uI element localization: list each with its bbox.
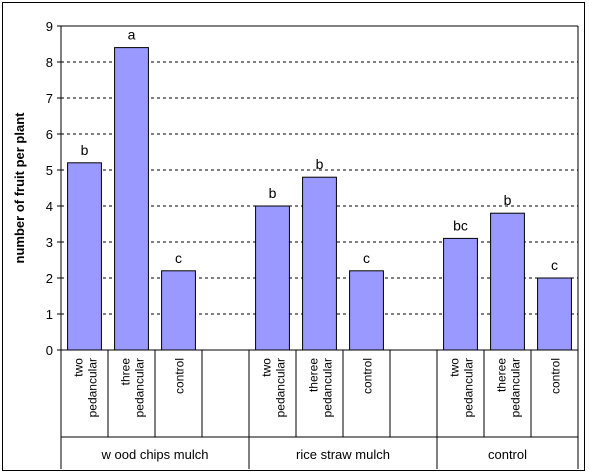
group-label: rice straw mulch (296, 447, 390, 462)
bar (490, 212, 525, 351)
y-tick-label: 6 (46, 127, 53, 142)
significance-letter: a (128, 27, 136, 43)
bar (114, 47, 149, 351)
y-tick-label: 3 (46, 235, 53, 250)
significance-letter: bc (453, 217, 468, 233)
bar (161, 270, 196, 351)
significance-letter: c (551, 257, 558, 273)
bar (537, 277, 572, 351)
significance-letter: c (175, 250, 182, 266)
group-label: w ood chips mulch (101, 447, 209, 462)
bar (67, 162, 102, 351)
category-label: pedancular (86, 358, 100, 417)
category-label: pedancular (462, 358, 476, 417)
y-tick-label: 5 (46, 163, 53, 178)
group-label: control (488, 447, 527, 462)
bars (67, 47, 572, 351)
significance-letter: b (269, 185, 277, 201)
category-label: pedancular (274, 358, 288, 417)
category-label: control (549, 358, 563, 394)
y-tick-label: 9 (46, 19, 53, 34)
category-label: control (361, 358, 375, 394)
y-tick-label: 4 (46, 199, 53, 214)
significance-letter: b (504, 192, 512, 208)
category-label: pedancular (509, 358, 523, 417)
bar (302, 176, 337, 351)
category-label: pedancular (133, 358, 147, 417)
y-tick-label: 8 (46, 55, 53, 70)
category-label: three (119, 358, 133, 386)
y-tick-label: 7 (46, 91, 53, 106)
category-label: two (72, 358, 86, 377)
category-label: theree (307, 358, 321, 392)
y-axis-label: number of fruit per plant (12, 112, 27, 264)
significance-letter: b (81, 142, 89, 158)
axes (57, 25, 579, 469)
category-label: two (260, 358, 274, 377)
category-label: control (173, 358, 187, 394)
significance-letter: c (363, 250, 370, 266)
bar (443, 237, 478, 351)
y-tick-label: 0 (46, 343, 53, 358)
bar (255, 205, 290, 351)
y-tick-label: 2 (46, 271, 53, 286)
y-tick-label: 1 (46, 307, 53, 322)
category-label: pedancular (321, 358, 335, 417)
category-label: two (448, 358, 462, 377)
category-label: theree (495, 358, 509, 392)
bar (349, 270, 384, 351)
significance-letter: b (316, 156, 324, 172)
chart-frame (2, 2, 585, 471)
